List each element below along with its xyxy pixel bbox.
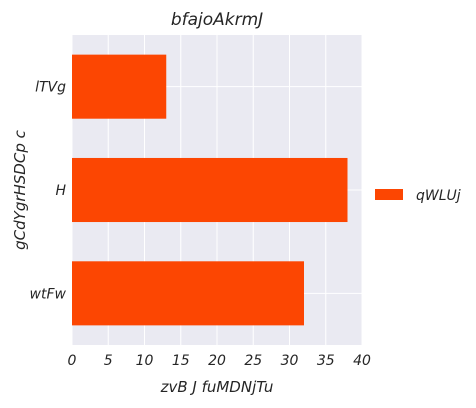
bar (72, 157, 348, 223)
y-axis-label: gCdYgrHSDCp c (11, 129, 29, 249)
legend-swatch (375, 189, 403, 200)
x-tick-label: 20 (208, 353, 226, 369)
x-tick-label: 40 (353, 353, 371, 369)
bar (72, 54, 167, 119)
x-tick-label: 30 (281, 353, 299, 369)
y-tick-label: H (55, 183, 66, 199)
x-tick-label: 5 (104, 353, 113, 369)
x-axis-label: zvB J fuMDNjTu (160, 378, 274, 396)
x-tick-labels: 0 5 10 15 20 25 30 35 40 (68, 353, 371, 369)
chart-title: bfajoAkrmJ (171, 10, 263, 30)
bars (72, 54, 348, 326)
legend-label: qWLUj (416, 188, 461, 204)
x-tick-label: 35 (317, 353, 335, 369)
x-tick-label: 25 (244, 353, 262, 369)
x-tick-label: 0 (68, 353, 77, 369)
bar (72, 261, 304, 326)
x-tick-label: 15 (172, 353, 190, 369)
y-tick-label: wtFw (30, 286, 67, 302)
y-tick-label: lTVg (35, 80, 66, 96)
x-tick-label: 10 (136, 353, 154, 369)
legend: qWLUj (375, 188, 461, 204)
